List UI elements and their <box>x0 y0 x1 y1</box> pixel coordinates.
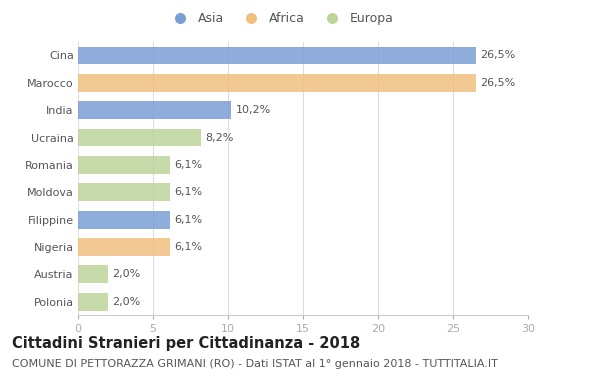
Text: 26,5%: 26,5% <box>480 78 515 88</box>
Bar <box>78 293 108 310</box>
Legend: Asia, Africa, Europa: Asia, Africa, Europa <box>163 7 398 30</box>
Bar <box>78 101 231 119</box>
Text: Cittadini Stranieri per Cittadinanza - 2018: Cittadini Stranieri per Cittadinanza - 2… <box>12 336 360 351</box>
Bar <box>78 184 170 201</box>
Bar <box>78 156 170 174</box>
Text: 2,0%: 2,0% <box>113 297 141 307</box>
Text: 6,1%: 6,1% <box>174 215 202 225</box>
Text: 2,0%: 2,0% <box>113 269 141 279</box>
Text: 8,2%: 8,2% <box>205 133 234 142</box>
Text: 6,1%: 6,1% <box>174 160 202 170</box>
Text: 26,5%: 26,5% <box>480 51 515 60</box>
Bar <box>78 129 201 146</box>
Text: 6,1%: 6,1% <box>174 187 202 197</box>
Text: 10,2%: 10,2% <box>235 105 271 115</box>
Text: COMUNE DI PETTORAZZA GRIMANI (RO) - Dati ISTAT al 1° gennaio 2018 - TUTTITALIA.I: COMUNE DI PETTORAZZA GRIMANI (RO) - Dati… <box>12 359 498 369</box>
Bar <box>78 74 476 92</box>
Bar <box>78 211 170 228</box>
Bar <box>78 47 476 64</box>
Bar <box>78 238 170 256</box>
Text: 6,1%: 6,1% <box>174 242 202 252</box>
Bar <box>78 266 108 283</box>
